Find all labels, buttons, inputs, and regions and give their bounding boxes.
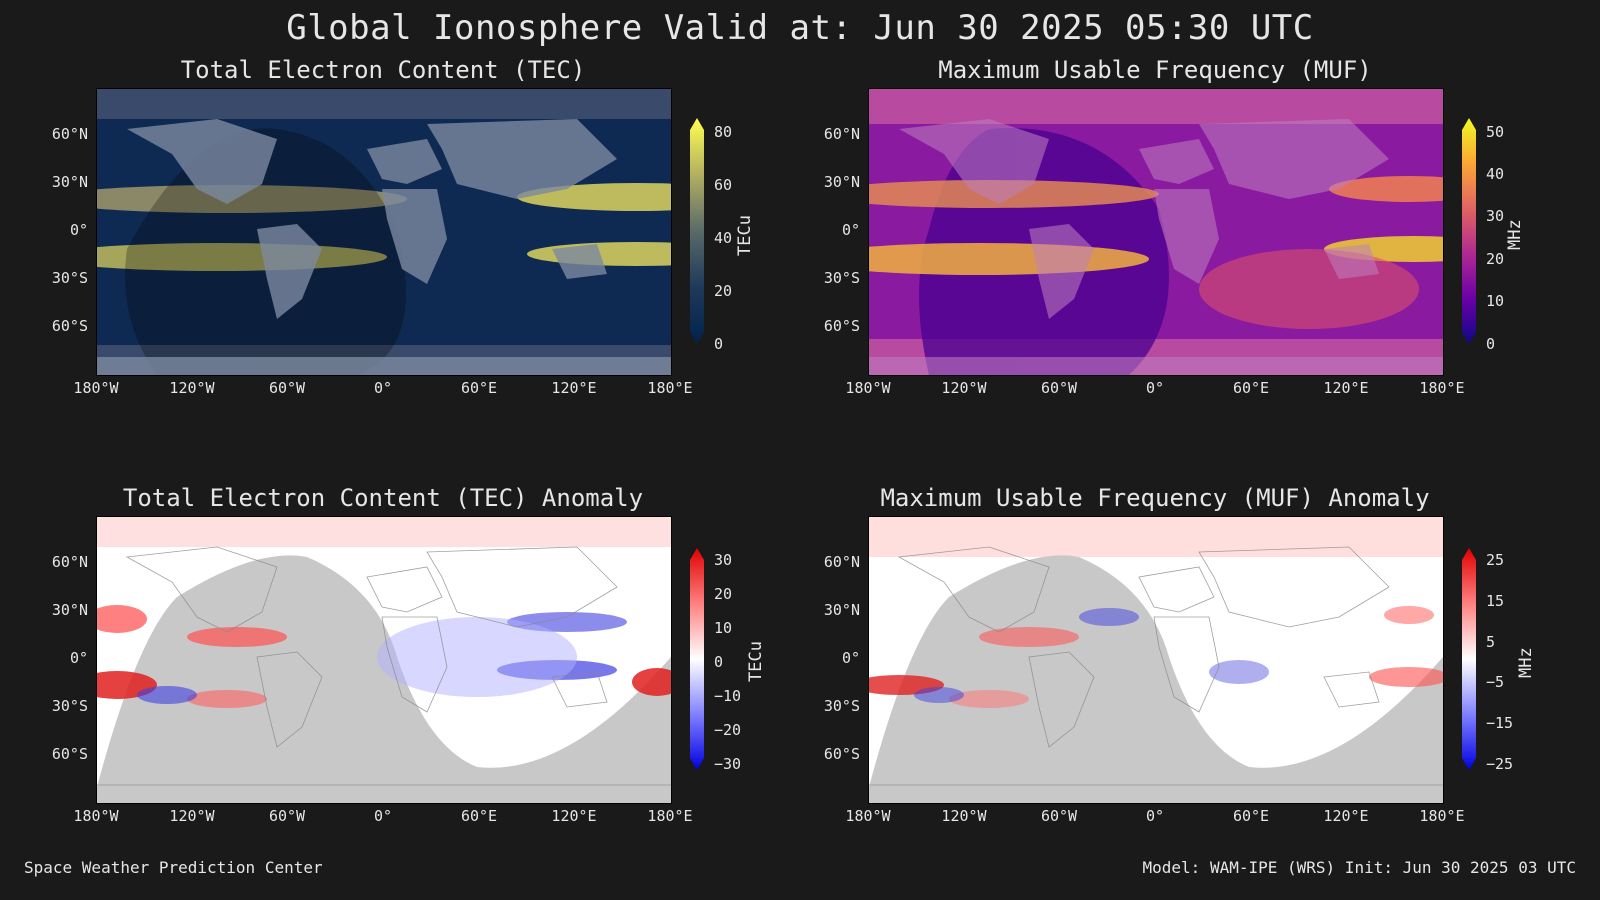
- lat-label-0: 0°: [69, 221, 88, 239]
- lat-label-0: 0°: [841, 649, 860, 667]
- lat-label-30n: 30°N: [823, 601, 860, 619]
- lon-label-120w: 120°W: [169, 379, 215, 397]
- lon-label-180e: 180°E: [1419, 807, 1465, 825]
- cb-tick: 20: [1486, 250, 1505, 268]
- cb-tick: 60: [714, 176, 733, 194]
- lat-label-30s: 30°S: [823, 697, 860, 715]
- cb-tick: 25: [1486, 551, 1505, 569]
- panel-title: Maximum Usable Frequency (MUF) Anomaly: [880, 484, 1430, 512]
- lon-label-180w: 180°W: [845, 379, 891, 397]
- lon-label-120e: 120°E: [1323, 379, 1369, 397]
- lon-label-60e: 60°E: [460, 379, 498, 397]
- lon-label-60w: 60°W: [1040, 379, 1078, 397]
- colorbar-unit: MHz: [1516, 647, 1536, 678]
- cb-tick: −30: [714, 755, 742, 773]
- lon-label-60w: 60°W: [1040, 807, 1078, 825]
- lon-label-0: 0°: [373, 807, 393, 825]
- lat-label-60s: 60°S: [823, 745, 860, 763]
- cb-tick: 10: [1486, 292, 1505, 310]
- cb-tick: −15: [1486, 714, 1514, 732]
- cb-tick: 40: [1486, 165, 1505, 183]
- lat-label-30s: 30°S: [51, 269, 88, 287]
- lat-label-30s: 30°S: [51, 697, 88, 715]
- lon-label-120w: 120°W: [941, 379, 987, 397]
- tec-colorbar: [690, 118, 704, 344]
- lon-label-0: 0°: [373, 379, 393, 397]
- lat-label-30n: 30°N: [51, 601, 88, 619]
- lat-label-60n: 60°N: [51, 125, 88, 143]
- panel-muf: Maximum Usable Frequency (MUF): [0, 0, 1600, 420]
- cb-tick: 5: [1486, 633, 1496, 651]
- cb-tick: −5: [1486, 673, 1505, 691]
- lon-label-60w: 60°W: [268, 807, 306, 825]
- lon-label-60e: 60°E: [1232, 807, 1270, 825]
- lat-label-0: 0°: [69, 649, 88, 667]
- tec-map: [96, 88, 672, 376]
- cb-tick: 20: [714, 282, 733, 300]
- lon-label-120w: 120°W: [941, 807, 987, 825]
- muf-anomaly-map: [868, 516, 1444, 804]
- lat-label-30n: 30°N: [823, 173, 860, 191]
- cb-tick: 15: [1486, 592, 1505, 610]
- lon-label-180e: 180°E: [1419, 379, 1465, 397]
- muf-map: [868, 88, 1444, 376]
- lat-label-30n: 30°N: [51, 173, 88, 191]
- lon-label-60e: 60°E: [460, 807, 498, 825]
- lon-label-180w: 180°W: [845, 807, 891, 825]
- cb-tick: 50: [1486, 123, 1505, 141]
- lat-label-60n: 60°N: [51, 553, 88, 571]
- lon-label-60w: 60°W: [268, 379, 306, 397]
- cb-tick: 20: [714, 585, 733, 603]
- panel-title: Total Electron Content (TEC) Anomaly: [122, 484, 644, 512]
- cb-tick: 10: [714, 619, 733, 637]
- cb-tick: 80: [714, 123, 733, 141]
- lat-label-60n: 60°N: [823, 125, 860, 143]
- cb-tick: −10: [714, 687, 742, 705]
- cb-tick: 0: [714, 335, 724, 353]
- tec-anomaly-colorbar: [690, 548, 704, 770]
- footer-right: Model: WAM-IPE (WRS) Init: Jun 30 2025 0…: [1142, 858, 1576, 877]
- cb-tick: 0: [1486, 335, 1496, 353]
- cb-tick: 30: [1486, 207, 1505, 225]
- cb-tick: 40: [714, 229, 733, 247]
- cb-tick: 0: [714, 653, 724, 671]
- cb-tick: −20: [714, 721, 742, 739]
- lat-label-60n: 60°N: [823, 553, 860, 571]
- lon-label-120e: 120°E: [551, 807, 597, 825]
- lon-label-180w: 180°W: [73, 379, 119, 397]
- lon-label-0: 0°: [1145, 807, 1165, 825]
- lat-label-0: 0°: [841, 221, 860, 239]
- cb-tick: −25: [1486, 755, 1514, 773]
- lat-label-60s: 60°S: [51, 745, 88, 763]
- cb-tick: 30: [714, 551, 733, 569]
- main-title: Global Ionosphere Valid at: Jun 30 2025 …: [286, 8, 1314, 48]
- lon-label-180e: 180°E: [647, 807, 693, 825]
- panel-title: Maximum Usable Frequency (MUF): [938, 56, 1372, 84]
- lon-label-120e: 120°E: [1323, 807, 1369, 825]
- lon-label-60e: 60°E: [1232, 379, 1270, 397]
- footer-left: Space Weather Prediction Center: [24, 858, 323, 877]
- muf-anomaly-colorbar: [1462, 548, 1476, 770]
- panel-tec-anomaly: Total Electron Content (TEC) Anomaly: [51, 484, 766, 825]
- muf-colorbar: [1462, 118, 1476, 344]
- lon-label-120w: 120°W: [169, 807, 215, 825]
- lon-label-180e: 180°E: [647, 379, 693, 397]
- lat-label-60s: 60°S: [51, 317, 88, 335]
- lat-label-30s: 30°S: [823, 269, 860, 287]
- panel-title: Total Electron Content (TEC): [180, 56, 586, 84]
- panel-tec: Total Electron Content (TEC): [0, 0, 800, 420]
- tec-anomaly-map: [96, 516, 672, 804]
- lon-label-0: 0°: [1145, 379, 1165, 397]
- lon-label-120e: 120°E: [551, 379, 597, 397]
- lat-label-60s: 60°S: [823, 317, 860, 335]
- lon-label-180w: 180°W: [73, 807, 119, 825]
